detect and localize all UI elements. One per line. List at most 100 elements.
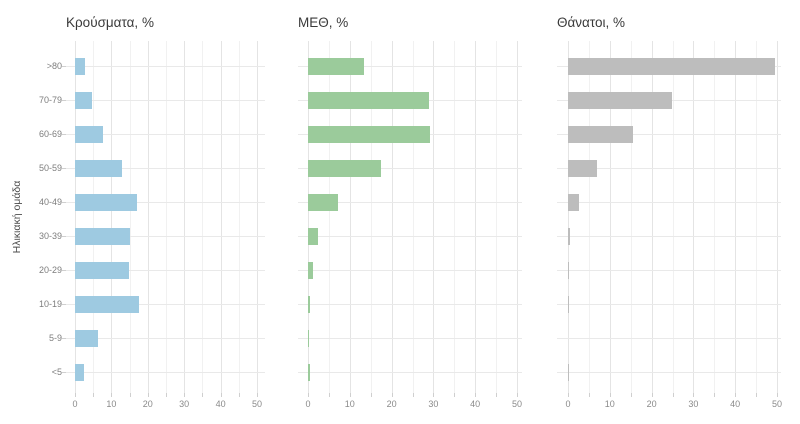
gridline-v <box>517 41 518 393</box>
bar-10-19 <box>308 295 310 313</box>
gridline-v <box>202 41 204 393</box>
gridline-h <box>557 168 781 169</box>
y-tick-label: 30-39 <box>38 231 62 241</box>
gridline-v <box>496 41 498 393</box>
x-tick <box>777 393 778 397</box>
gridline-v <box>75 41 76 393</box>
x-tick <box>111 393 113 397</box>
y-tick <box>62 168 66 169</box>
y-tick <box>62 236 66 237</box>
bar-10-19 <box>568 295 569 313</box>
gridline-h <box>298 168 522 169</box>
gridline-h <box>557 202 781 203</box>
x-tick <box>238 393 240 397</box>
gridline-v <box>257 41 258 393</box>
x-tick <box>735 393 737 397</box>
gridline-h <box>298 338 522 339</box>
x-tick <box>147 393 149 397</box>
bar-50-59 <box>308 159 381 177</box>
bar-60-69 <box>75 125 104 143</box>
gridline-v <box>475 41 477 393</box>
x-tick <box>651 393 653 397</box>
gridline-h <box>66 202 265 203</box>
gridline-v <box>630 41 632 393</box>
gridline-h <box>66 270 265 271</box>
bar-50-59 <box>568 159 597 177</box>
gridline-v <box>756 41 758 393</box>
y-tick-label: 10-19 <box>38 299 62 309</box>
gridline-h <box>66 134 265 135</box>
bar-50-59 <box>75 159 122 177</box>
bar-20-29 <box>308 261 314 279</box>
gridline-v <box>714 41 716 393</box>
x-tick <box>630 393 632 397</box>
gridline-v <box>328 41 330 393</box>
gridline-v <box>129 41 131 393</box>
y-tick-label: 40-49 <box>38 197 62 207</box>
x-tick <box>184 393 186 397</box>
bar-10-19 <box>75 295 139 313</box>
y-tick-label: 50-59 <box>38 163 62 173</box>
gridline-v <box>651 41 653 393</box>
gridline-h <box>66 66 265 67</box>
gridline-v <box>147 41 149 393</box>
bar-5-9 <box>75 329 98 347</box>
bar-20-29 <box>568 261 569 279</box>
x-tick-label: 0 <box>72 399 78 409</box>
x-tick <box>672 393 674 397</box>
y-tick <box>62 100 66 101</box>
plot-area <box>298 41 522 393</box>
gridline-v <box>672 41 674 393</box>
gridline-v <box>568 41 569 393</box>
x-tick <box>257 393 258 397</box>
gridline-v <box>238 41 240 393</box>
x-tick <box>609 393 611 397</box>
gridline-v <box>93 41 95 393</box>
gridline-h <box>298 202 522 203</box>
gridline-v <box>777 41 778 393</box>
bar-20-29 <box>75 261 129 279</box>
gridline-v <box>349 41 351 393</box>
bar->80 <box>568 57 775 75</box>
y-tick <box>62 66 66 67</box>
x-tick <box>202 393 204 397</box>
bar-<5 <box>568 363 569 381</box>
x-tick-label: 50 <box>511 399 522 409</box>
gridline-v <box>391 41 393 393</box>
plot-area <box>557 41 781 393</box>
x-tick <box>308 393 309 397</box>
x-tick-label: 10 <box>604 399 615 409</box>
x-tick <box>496 393 498 397</box>
x-tick <box>454 393 456 397</box>
y-tick <box>62 338 66 339</box>
gridline-v <box>308 41 309 393</box>
gridline-v <box>184 41 186 393</box>
x-tick <box>391 393 393 397</box>
x-tick-label: 20 <box>386 399 397 409</box>
gridline-h <box>298 236 522 237</box>
bar->80 <box>75 57 86 75</box>
bar-70-79 <box>308 91 430 109</box>
y-tick-label: 20-29 <box>38 265 62 275</box>
x-tick <box>693 393 695 397</box>
gridline-h <box>66 338 265 339</box>
gridline-h <box>298 66 522 67</box>
gridline-h <box>557 338 781 339</box>
gridline-h <box>557 304 781 305</box>
gridline-h <box>66 372 265 373</box>
x-tick <box>75 393 76 397</box>
bar-40-49 <box>308 193 339 211</box>
chart-panel-3: Θάνατοι, % 0 10 20 30 40 50 <box>557 0 782 424</box>
bar-40-49 <box>75 193 138 211</box>
gridline-h <box>66 236 265 237</box>
x-tick-label: 30 <box>179 399 190 409</box>
panel-title: Κρούσματα, % <box>66 15 154 30</box>
gridline-h <box>66 168 265 169</box>
x-tick <box>370 393 372 397</box>
bar-60-69 <box>568 125 633 143</box>
x-tick-label: 50 <box>251 399 262 409</box>
gridline-v <box>588 41 590 393</box>
x-tick <box>475 393 477 397</box>
bar-70-79 <box>75 91 92 109</box>
